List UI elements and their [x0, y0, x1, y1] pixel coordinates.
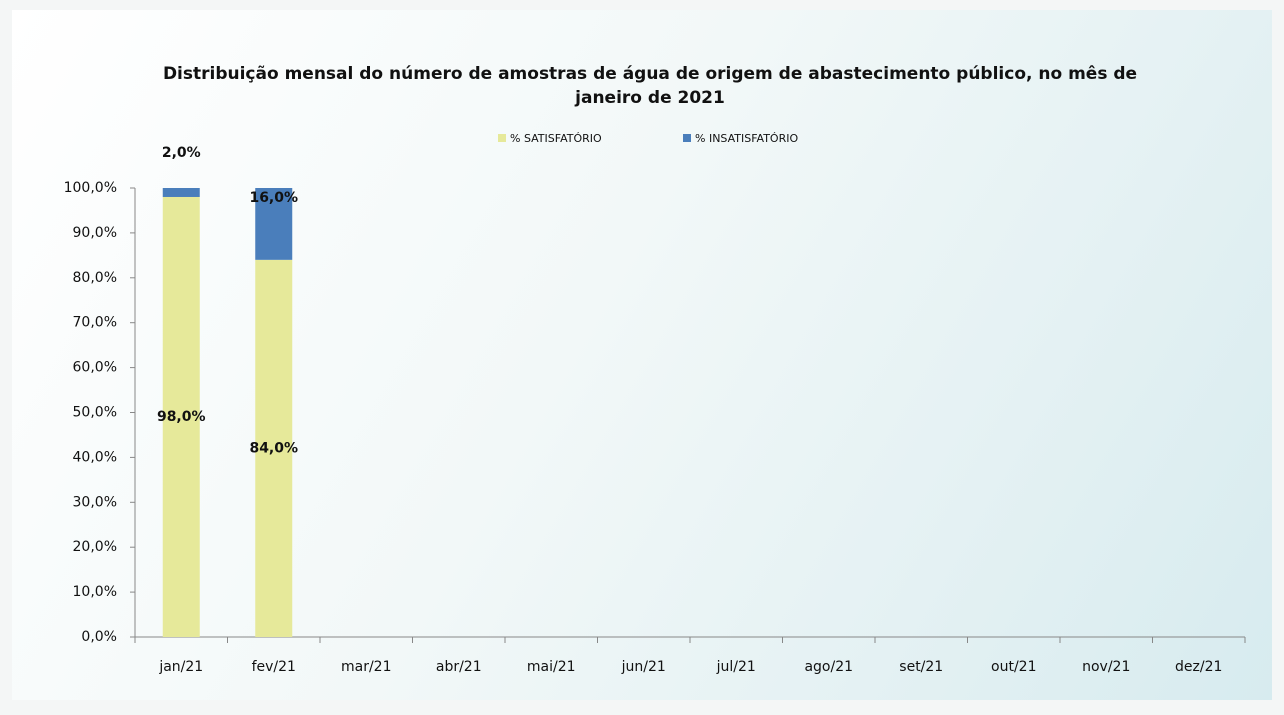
page: Distribuição mensal do número de amostra…: [0, 0, 1284, 715]
y-tick-label: 70,0%: [73, 315, 117, 331]
x-tick-label: jun/21: [621, 659, 666, 675]
data-label: 84,0%: [249, 440, 298, 456]
x-tick-label: fev/21: [252, 659, 296, 675]
x-tick-label: nov/21: [1082, 659, 1130, 675]
y-tick-label: 30,0%: [73, 494, 117, 510]
bar-segment: [163, 188, 200, 197]
x-tick-label: mar/21: [341, 659, 392, 675]
data-label: 98,0%: [157, 409, 206, 425]
x-tick-label: jan/21: [158, 659, 203, 675]
legend-swatch: [683, 134, 691, 142]
chart: 0,0% 10,0% 20,0% 30,0% 40,0% 50,0% 60,0% 70,0% 8…: [0, 0, 1284, 715]
x-tick-label: abr/21: [436, 659, 482, 675]
y-tick-label: 50,0%: [73, 405, 117, 421]
y-tick-label: 40,0%: [73, 449, 117, 465]
data-label: 16,0%: [249, 190, 298, 206]
data-label: 2,0%: [162, 145, 201, 161]
legend-label: % INSATISFATÓRIO: [695, 132, 798, 145]
y-tick-label: 60,0%: [73, 360, 117, 376]
x-tick-label: out/21: [991, 659, 1036, 675]
x-tick-label: ago/21: [804, 659, 853, 675]
legend-label: % SATISFATÓRIO: [510, 132, 602, 145]
x-tick-label: jul/21: [716, 659, 756, 675]
y-tick-label: 0,0%: [81, 629, 117, 645]
y-tick-label: 10,0%: [73, 584, 117, 600]
x-tick-label: mai/21: [527, 659, 576, 675]
y-tick-label: 90,0%: [73, 225, 117, 241]
x-tick-label: dez/21: [1175, 659, 1222, 675]
y-tick-label: 100,0%: [64, 180, 117, 196]
y-tick-label: 20,0%: [73, 539, 117, 555]
x-tick-label: set/21: [899, 659, 943, 675]
y-tick-label: 80,0%: [73, 270, 117, 286]
legend-swatch: [498, 134, 506, 142]
